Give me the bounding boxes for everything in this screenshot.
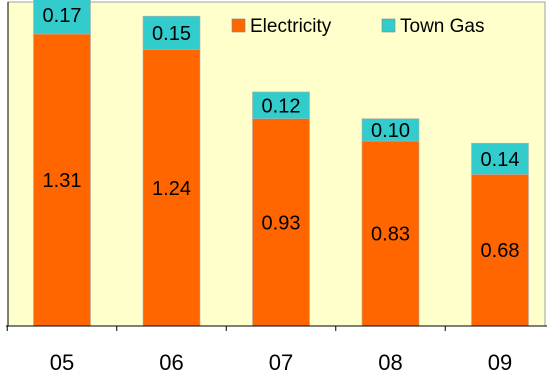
data-label-electricity-06: 1.24 [152, 178, 191, 200]
legend-swatch-town-gas [381, 18, 396, 33]
bar-town-gas-08 [361, 118, 420, 142]
data-label-town-gas-06: 0.15 [152, 23, 191, 45]
x-axis-tick-labels: 05 06 07 08 09 [50, 350, 512, 375]
legend-label-town-gas: Town Gas [400, 16, 484, 37]
x-tick-label-09: 09 [488, 350, 512, 375]
data-label-town-gas-07: 0.12 [262, 95, 301, 117]
x-axis-ticks [6, 326, 446, 331]
bar-town-gas-05 [33, 0, 91, 35]
data-label-electricity-05: 1.31 [43, 170, 82, 192]
bars-layer: 1.31 0.17 1.24 0.15 0.93 0.12 0.83 0.10 0.68 0.14 [33, 0, 529, 327]
legend: Electricity Town Gas [231, 16, 484, 37]
bar-town-gas-06 [142, 15, 201, 50]
legend-label-electricity: Electricity [250, 16, 332, 37]
bar-electricity-09 [471, 174, 529, 327]
x-tick-label-08: 08 [378, 350, 402, 375]
legend-swatch-electricity [231, 18, 246, 33]
bar-electricity-06 [142, 49, 201, 327]
data-label-electricity-09: 0.68 [481, 240, 520, 262]
x-tick-label-07: 07 [269, 350, 293, 375]
bar-electricity-05 [33, 33, 91, 327]
bar-electricity-08 [361, 140, 420, 327]
x-tick-label-05: 05 [50, 350, 74, 375]
data-label-town-gas-09: 0.14 [481, 149, 520, 171]
x-tick-label-06: 06 [159, 350, 183, 375]
data-label-electricity-08: 0.83 [371, 223, 410, 245]
bar-town-gas-09 [471, 142, 529, 175]
data-label-electricity-07: 0.93 [262, 212, 301, 234]
bar-town-gas-07 [252, 91, 310, 120]
data-label-town-gas-05: 0.17 [43, 5, 82, 27]
data-label-town-gas-08: 0.10 [371, 120, 410, 142]
bar-electricity-07 [252, 118, 310, 327]
